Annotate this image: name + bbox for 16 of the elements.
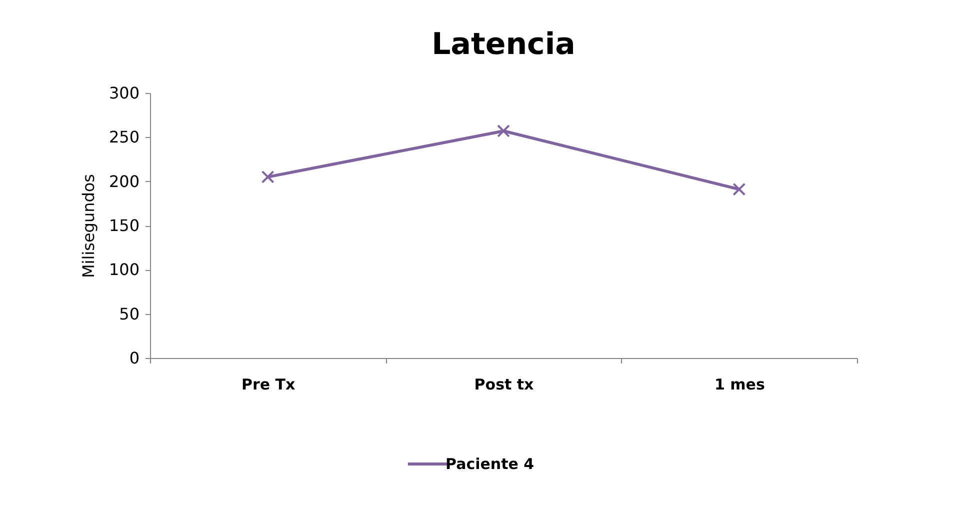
y-tick-label: 100	[108, 260, 140, 280]
y-tick-label: 250	[108, 128, 140, 147]
y-tick-label: 0	[129, 348, 140, 368]
y-axis-title: Milisegundos	[78, 174, 98, 278]
x-tick-label: Pre Tx	[241, 376, 296, 394]
point	[732, 182, 746, 196]
legend-label: Paciente 4	[446, 455, 534, 473]
y-tick-label: 200	[108, 172, 140, 191]
y-tick-label: 150	[108, 216, 140, 235]
x-tick-label: Post tx	[474, 376, 534, 394]
y-tick-label: 300	[108, 84, 140, 102]
point	[497, 124, 510, 138]
chart-title: Latencia	[432, 27, 576, 62]
x-tick-label: 1 mes	[714, 376, 765, 394]
y-tick-label: 50	[119, 304, 140, 324]
point	[261, 170, 274, 184]
